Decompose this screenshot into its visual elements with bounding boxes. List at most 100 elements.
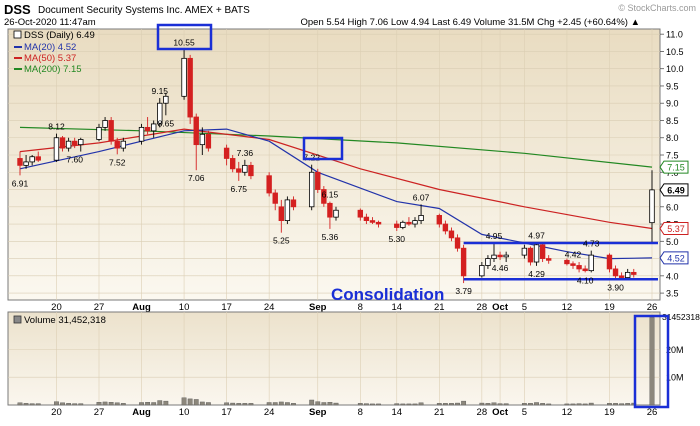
- candle-body: [315, 171, 321, 190]
- volume-bar: [613, 403, 618, 406]
- candle-body: [163, 95, 169, 104]
- price-tick-label: 11.0: [666, 30, 683, 40]
- candle: [138, 123, 145, 145]
- price-label: 5.36: [322, 232, 339, 242]
- candle: [321, 186, 327, 207]
- date-tick-label: 12: [562, 302, 573, 313]
- legend-ma20-label: MA(20) 4.52: [24, 42, 76, 53]
- volume-bar: [163, 400, 169, 406]
- price-tick-label: 6.0: [666, 202, 679, 212]
- price-gridlines: [8, 29, 660, 300]
- candle-body: [205, 133, 212, 149]
- date-axis: 20 27 Aug 10 17 24 Sep 8 14 21 28 Oct 5 12 19 26: [51, 302, 657, 313]
- date-tick-label: 28: [477, 302, 488, 313]
- volume-bar: [78, 403, 84, 406]
- candle: [394, 220, 400, 231]
- bounce-highlight-box: [302, 136, 344, 161]
- price-label: 7.22: [303, 153, 320, 163]
- price-tick-label: 10.0: [666, 64, 684, 74]
- candle: [539, 243, 546, 263]
- legend-price: DSS (Daily) 6.49: [13, 30, 95, 41]
- candle-body: [618, 275, 625, 278]
- volume-bar: [625, 403, 631, 406]
- volume-bar: [96, 402, 102, 406]
- volume-legend: Volume 31,452,318: [13, 315, 106, 326]
- volume-date-axis: 20 27 Aug 10 17 24 Sep 8 14 21 28 Oct 5 12 19 26: [51, 407, 657, 418]
- candle-body: [321, 189, 327, 204]
- candle: [308, 164, 315, 211]
- company-name: Document Security Systems Inc. AMEX + BA…: [38, 5, 250, 16]
- volume-bar: [187, 398, 193, 406]
- volume-bar: [461, 400, 467, 406]
- candlesticks: [17, 49, 655, 284]
- candle-body: [527, 247, 534, 263]
- legend-ma50-label: MA(50) 5.37: [24, 53, 76, 64]
- candle-body: [29, 156, 35, 163]
- candle-body: [236, 168, 242, 173]
- candle-body: [539, 244, 546, 259]
- price-labels: 6.91 8.12 7.60 7.52 9.15 8.65 10.55 7.06 6.75 7.3…: [12, 38, 624, 296]
- candle: [497, 251, 503, 260]
- date-tick-label: 5: [522, 407, 527, 418]
- price-label: 6.75: [230, 184, 247, 194]
- candle-body: [570, 263, 576, 266]
- date-tick-label: 19: [604, 407, 615, 418]
- price-label: 10.55: [173, 38, 195, 48]
- date-tick-label: 14: [391, 407, 402, 418]
- candle: [406, 217, 412, 226]
- candle: [114, 137, 120, 155]
- consolidation-label: Consolidation: [331, 285, 444, 304]
- candle: [412, 217, 418, 228]
- candle: [29, 155, 35, 166]
- volume-bar: [309, 399, 315, 406]
- candle-body: [521, 247, 528, 256]
- price-label: 4.73: [583, 239, 600, 249]
- candle-body: [242, 164, 248, 173]
- candle-body: [108, 120, 114, 142]
- candle-body: [248, 164, 254, 177]
- candle-body: [436, 215, 443, 225]
- volume-bar: [485, 403, 491, 406]
- last-value-tag-ma200: 7.15: [659, 160, 689, 174]
- price-label: 6.91: [12, 178, 29, 188]
- volume-bar: [193, 399, 199, 406]
- date-tick-label: 19: [604, 302, 615, 313]
- price-tick-label: 3.5: [666, 289, 679, 299]
- volume-legend-label: Volume 31,452,318: [24, 315, 106, 326]
- volume-bar: [418, 402, 424, 406]
- price-label: 8.12: [48, 122, 65, 132]
- candle: [588, 250, 594, 273]
- candle: [460, 244, 467, 284]
- candle-body: [35, 156, 41, 161]
- candle-body: [624, 271, 631, 278]
- volume-bar: [108, 402, 114, 406]
- candle-body: [17, 158, 23, 166]
- candle: [333, 206, 339, 221]
- candle-body: [369, 220, 376, 223]
- last-value-tag-ma50: 5.37: [659, 222, 689, 236]
- date-tick-label: 10: [179, 302, 190, 313]
- candle: [649, 170, 655, 244]
- candle: [108, 117, 114, 145]
- volume-bar: [272, 402, 278, 406]
- candle-body: [229, 158, 236, 170]
- volume-bar: [491, 402, 497, 406]
- candle: [436, 213, 443, 228]
- last-value-tag-box: [659, 222, 689, 236]
- volume-bar: [205, 402, 211, 406]
- ma20-line: [19, 128, 653, 260]
- volume-bar: [230, 402, 236, 406]
- candle: [527, 246, 534, 266]
- candle-body: [65, 140, 72, 149]
- date-tick-label: 26: [647, 407, 658, 418]
- price-label: 5.25: [273, 236, 290, 246]
- candle: [369, 217, 376, 225]
- candle: [272, 189, 278, 211]
- candle: [491, 243, 497, 263]
- volume-last-tag: 31452318: [662, 312, 700, 322]
- last-value-tag-box: [659, 183, 689, 197]
- volume-bar: [17, 402, 23, 406]
- candle-body: [491, 254, 497, 259]
- volume-bar: [321, 402, 327, 406]
- price-tick-label: 8.5: [666, 116, 679, 126]
